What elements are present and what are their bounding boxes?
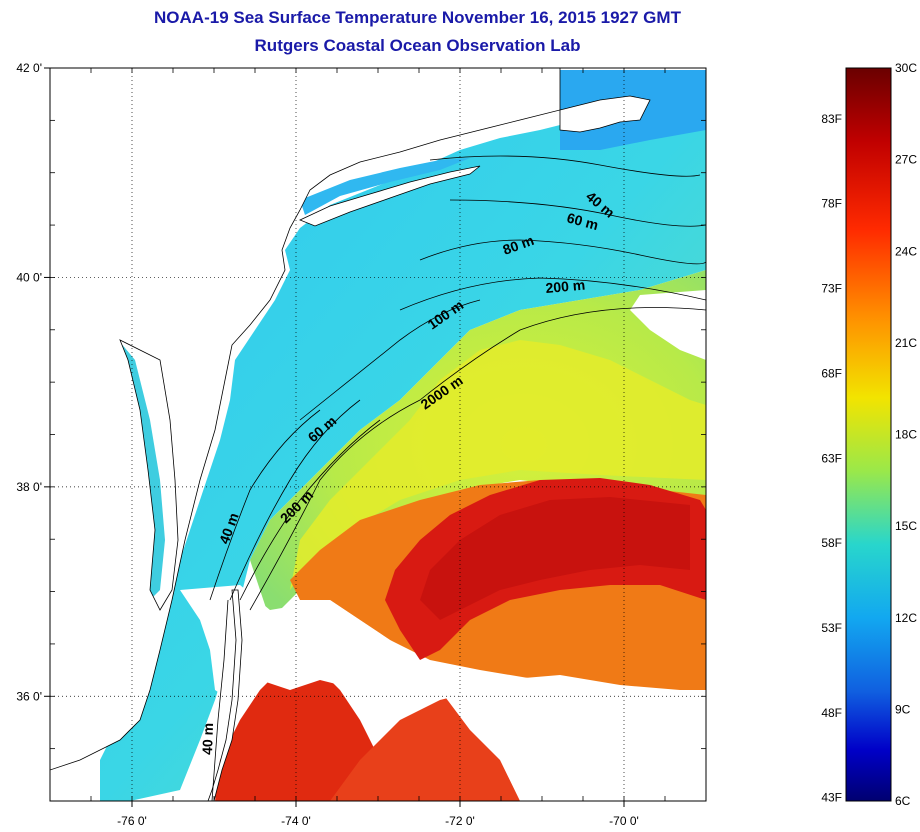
colorbar-fahrenheit-label: 53F [821,621,842,635]
isobath-hatteras [211,599,229,801]
isobath-lines [209,155,706,801]
colorbar-fahrenheit-label: 68F [821,366,842,380]
lat-tick-label: 40 0' [16,270,42,284]
colorbar-celsius-label: 6C [895,794,911,808]
cloud-cover-4 [620,720,706,790]
colorbar-celsius-label: 18C [895,428,917,442]
lat-tick-label: 36 0' [16,689,42,703]
lon-tick-label: -74 0' [281,814,311,828]
colorbar-fahrenheit-label: 58F [821,536,842,550]
colorbar-celsius-label: 30C [895,61,917,75]
shelf-water [100,108,706,801]
colorbar-fahrenheit-label: 63F [821,451,842,465]
map-frame [49,67,707,802]
isobath-200m [399,277,706,311]
long-island-sound [300,158,470,215]
colorbar-fahrenheit-label: 83F [821,112,842,126]
colorbar-celsius-label: 9C [895,702,911,716]
isobath-label: 60 m [565,209,600,233]
land-mainland [50,68,561,771]
colorbar-celsius-label: 27C [895,153,917,167]
sst-map [50,68,706,801]
colorbar-fahrenheit-label: 73F [821,282,842,296]
color-bar [845,67,892,802]
isobath-shelf-40m [209,409,321,601]
lon-tick-label: -72 0' [445,814,475,828]
colorbar-celsius-label: 24C [895,244,917,258]
colorbar-celsius-label: 21C [895,336,917,350]
hatteras-warm-water [215,660,400,801]
slope-front [290,340,706,590]
colorbar-fahrenheit-label: 43F [821,791,842,805]
color-bar-labels: 30C 27C 24C 21C 18C 15C 12C 9C 6C 83F 78F 73F 68F 63F… [821,61,917,808]
isobath-shelf-200m [239,419,381,601]
lon-tick-label: -76 0' [117,814,147,828]
colorbar-celsius-label: 12C [895,611,917,625]
map-title: NOAA-19 Sea Surface Temperature November… [154,8,681,27]
lon-tick-label: -70 0' [609,814,639,828]
isobath-2000m [249,307,706,611]
isobath-label: 200 m [545,277,586,296]
isobath-shelf-60m [229,399,361,601]
isobath-label: 40 m [199,723,216,755]
isobath-100m [299,299,481,421]
colorbar-fahrenheit-label: 78F [821,197,842,211]
isobath-80m [419,239,706,265]
map-subtitle: Rutgers Coastal Ocean Observation Lab [254,36,581,55]
lat-tick-label: 42 0' [16,61,42,75]
colorbar-fahrenheit-label: 48F [821,706,842,720]
outer-banks [207,589,243,801]
long-island [298,165,481,227]
isobath-60m [449,199,706,227]
warm-core-inner [420,497,690,620]
colorbar-celsius-label: 15C [895,519,917,533]
cape-cod [559,95,651,133]
isobath-40m [429,155,701,177]
lat-tick-label: 38 0' [16,480,42,494]
